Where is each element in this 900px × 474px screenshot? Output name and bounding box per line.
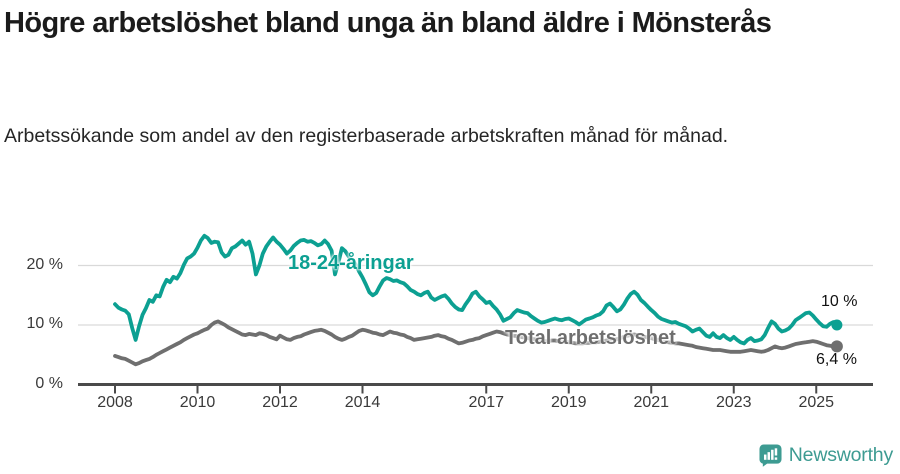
newsworthy-logo: Newsworthy bbox=[759, 444, 893, 467]
end-dot-1 bbox=[830, 340, 843, 353]
brand-name: Newsworthy bbox=[788, 444, 893, 466]
y-tick-label: 10 % bbox=[26, 315, 63, 332]
x-tick-label: 2014 bbox=[344, 394, 381, 411]
end-value-label-18-24: 10 % bbox=[821, 293, 858, 310]
chart-title: Högre arbetslöshet bland unga än bland ä… bbox=[4, 7, 772, 39]
x-tick-label: 2012 bbox=[262, 394, 298, 411]
x-tick-label: 2021 bbox=[633, 394, 670, 411]
x-tick-label: 2023 bbox=[715, 394, 752, 411]
series-label-18-24: 18-24-åringar bbox=[288, 252, 414, 274]
x-tick-label: 2025 bbox=[798, 394, 835, 411]
newsworthy-badge-icon bbox=[759, 444, 782, 467]
x-tick-label: 2017 bbox=[468, 394, 505, 411]
x-tick-label: 2008 bbox=[97, 394, 133, 411]
end-dot-0 bbox=[831, 319, 843, 331]
chart-subtitle: Arbetssökande som andel av den registerb… bbox=[4, 125, 729, 147]
y-tick-label: 20 % bbox=[26, 255, 63, 273]
end-value-label-total: 6,4 % bbox=[816, 351, 857, 368]
line-0 bbox=[113, 233, 839, 346]
series-label-total: Total arbetslöshet bbox=[505, 327, 676, 349]
x-tick-label: 2010 bbox=[179, 394, 216, 411]
y-tick-label: 0 % bbox=[35, 374, 63, 392]
unemployment-line-chart bbox=[78, 233, 873, 394]
x-tick-label: 2019 bbox=[550, 394, 587, 411]
line-1 bbox=[113, 319, 839, 367]
